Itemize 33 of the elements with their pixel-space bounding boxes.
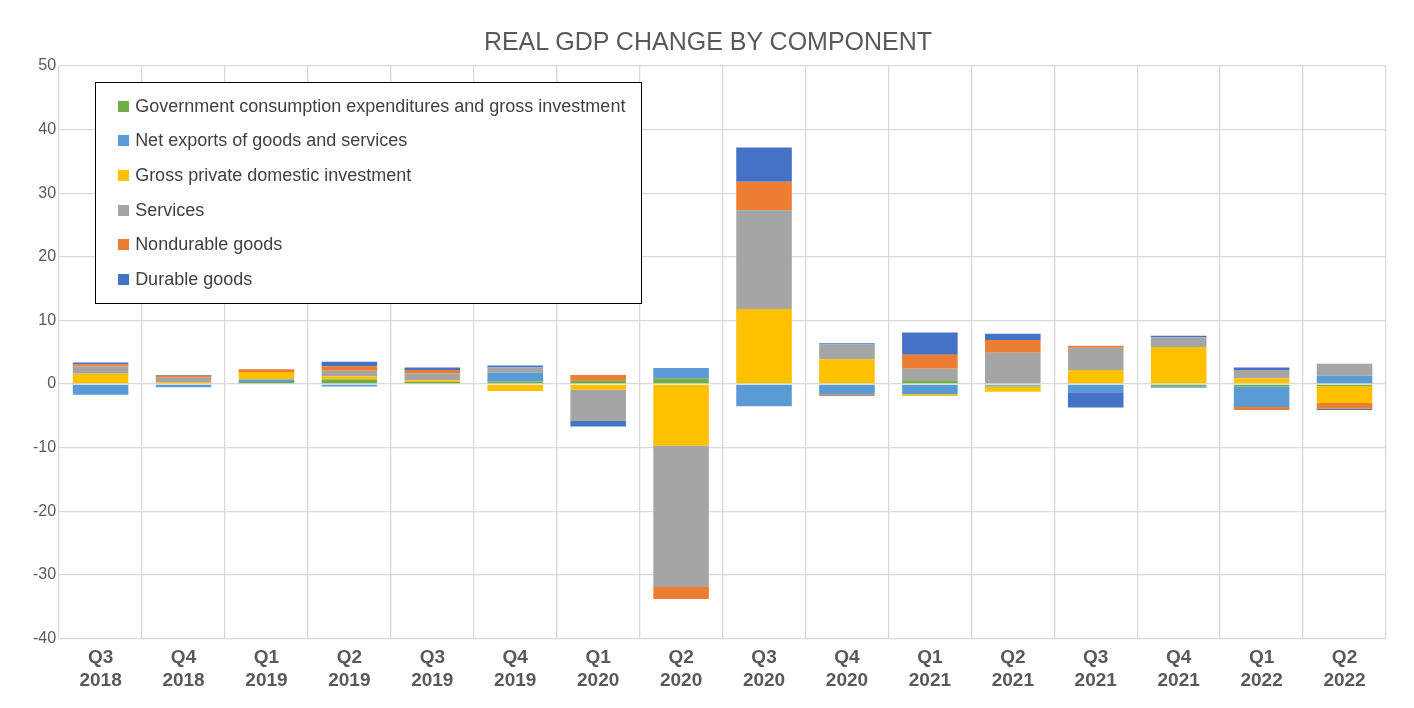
x-tick-label: Q4 2021 (1157, 646, 1201, 690)
x-tick-label: Q2 2021 (991, 646, 1035, 690)
x-tick-label: Q3 2018 (79, 646, 122, 690)
legend-label: Gross private domestic investment (135, 164, 412, 186)
legend-label: Durable goods (135, 268, 253, 290)
x-tick-label: Q4 2018 (162, 646, 205, 690)
y-tick-label: 40 (38, 120, 57, 138)
x-tick-label: Q1 2019 (245, 646, 288, 690)
x-tick-label: Q2 2022 (1323, 646, 1366, 690)
y-tick-label: -30 (33, 565, 57, 583)
y-tick-label: 0 (47, 374, 57, 392)
y-tick-label: 30 (38, 183, 57, 201)
legend-label: Nondurable goods (135, 234, 283, 256)
x-tick-label: Q2 2019 (328, 646, 371, 690)
legend-label: Net exports of goods and services (135, 130, 408, 152)
x-tick-label: Q2 2020 (659, 646, 703, 690)
x-tick-label: Q1 2020 (577, 646, 620, 690)
y-tick-label: -40 (33, 628, 57, 646)
y-tick-label: 10 (38, 310, 57, 328)
x-tick-label: Q1 2022 (1240, 646, 1283, 690)
legend-label: Services (135, 199, 205, 221)
y-tick-label: -10 (33, 438, 57, 456)
x-tick-label: Q3 2020 (742, 646, 786, 690)
x-tick-label: Q3 2019 (411, 646, 454, 690)
x-tick-label: Q1 2021 (908, 646, 952, 690)
x-tick-label: Q4 2020 (825, 646, 869, 690)
y-tick-label: 50 (38, 56, 57, 74)
legend-label: Government consumption expenditures and gross investment (135, 95, 626, 117)
y-tick-label: 20 (38, 247, 57, 265)
chart-title: REAL GDP CHANGE BY COMPONENT (483, 26, 933, 55)
y-tick-label: -20 (33, 501, 57, 519)
x-tick-label: Q3 2021 (1074, 646, 1118, 690)
x-tick-label: Q4 2019 (494, 646, 537, 690)
